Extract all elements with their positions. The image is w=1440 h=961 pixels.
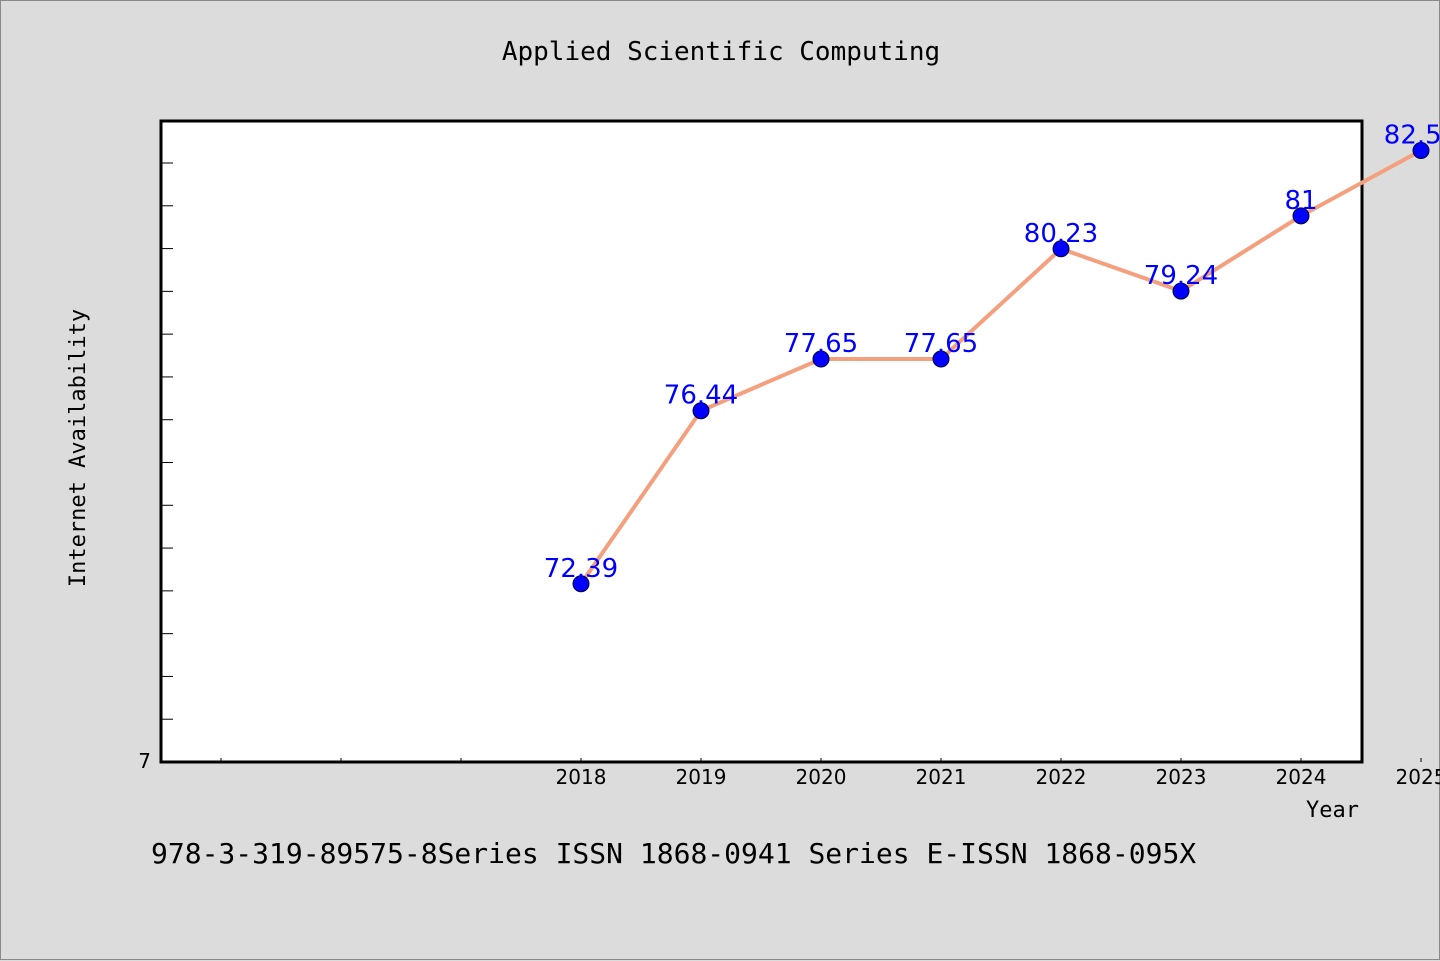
data-point xyxy=(1052,240,1070,258)
data-point xyxy=(1412,141,1430,159)
data-point xyxy=(692,402,710,420)
data-label: 72.39 xyxy=(544,554,618,584)
chart-title: Applied Scientific Computing xyxy=(501,37,941,67)
footer-text: 978-3-319-89575-8Series ISSN 1868-0941 S… xyxy=(151,837,1197,870)
data-point xyxy=(812,350,830,368)
data-point xyxy=(932,350,950,368)
x-tick-label: 2025 xyxy=(1396,765,1440,789)
data-point xyxy=(572,575,590,593)
data-label: 80.23 xyxy=(1024,219,1098,249)
x-tick-label: 2020 xyxy=(796,765,847,789)
data-point xyxy=(1172,282,1190,300)
data-label: 77.65 xyxy=(784,329,858,359)
x-axis-label: Year xyxy=(1306,798,1359,823)
x-tick-label: 2022 xyxy=(1036,765,1087,789)
plot-area xyxy=(159,119,1364,764)
data-label: 79.24 xyxy=(1144,261,1218,291)
data-label: 81 xyxy=(1284,186,1317,216)
data-point xyxy=(1292,207,1310,225)
data-label: 76.44 xyxy=(664,381,738,411)
x-tick-label: 2019 xyxy=(676,765,727,789)
y-axis-ticks xyxy=(161,162,173,763)
x-axis-ticks: 2018 2019 2020 2021 2022 2023 2024 2025 xyxy=(220,758,1440,789)
y-tick-label: 7 xyxy=(138,749,151,773)
series-layer: 72.39 76.44 77.65 77.65 80.23 79.24 81 82.53 xyxy=(544,120,1440,593)
x-tick-label: 2018 xyxy=(556,765,607,789)
x-tick-label: 2023 xyxy=(1156,765,1207,789)
x-tick-label: 2021 xyxy=(916,765,967,789)
data-label: 77.65 xyxy=(904,329,978,359)
y-axis-label: Internet Availability xyxy=(66,309,91,587)
series-line xyxy=(579,148,1422,585)
data-label: 82.53 xyxy=(1384,120,1440,150)
x-tick-label: 2024 xyxy=(1276,765,1327,789)
